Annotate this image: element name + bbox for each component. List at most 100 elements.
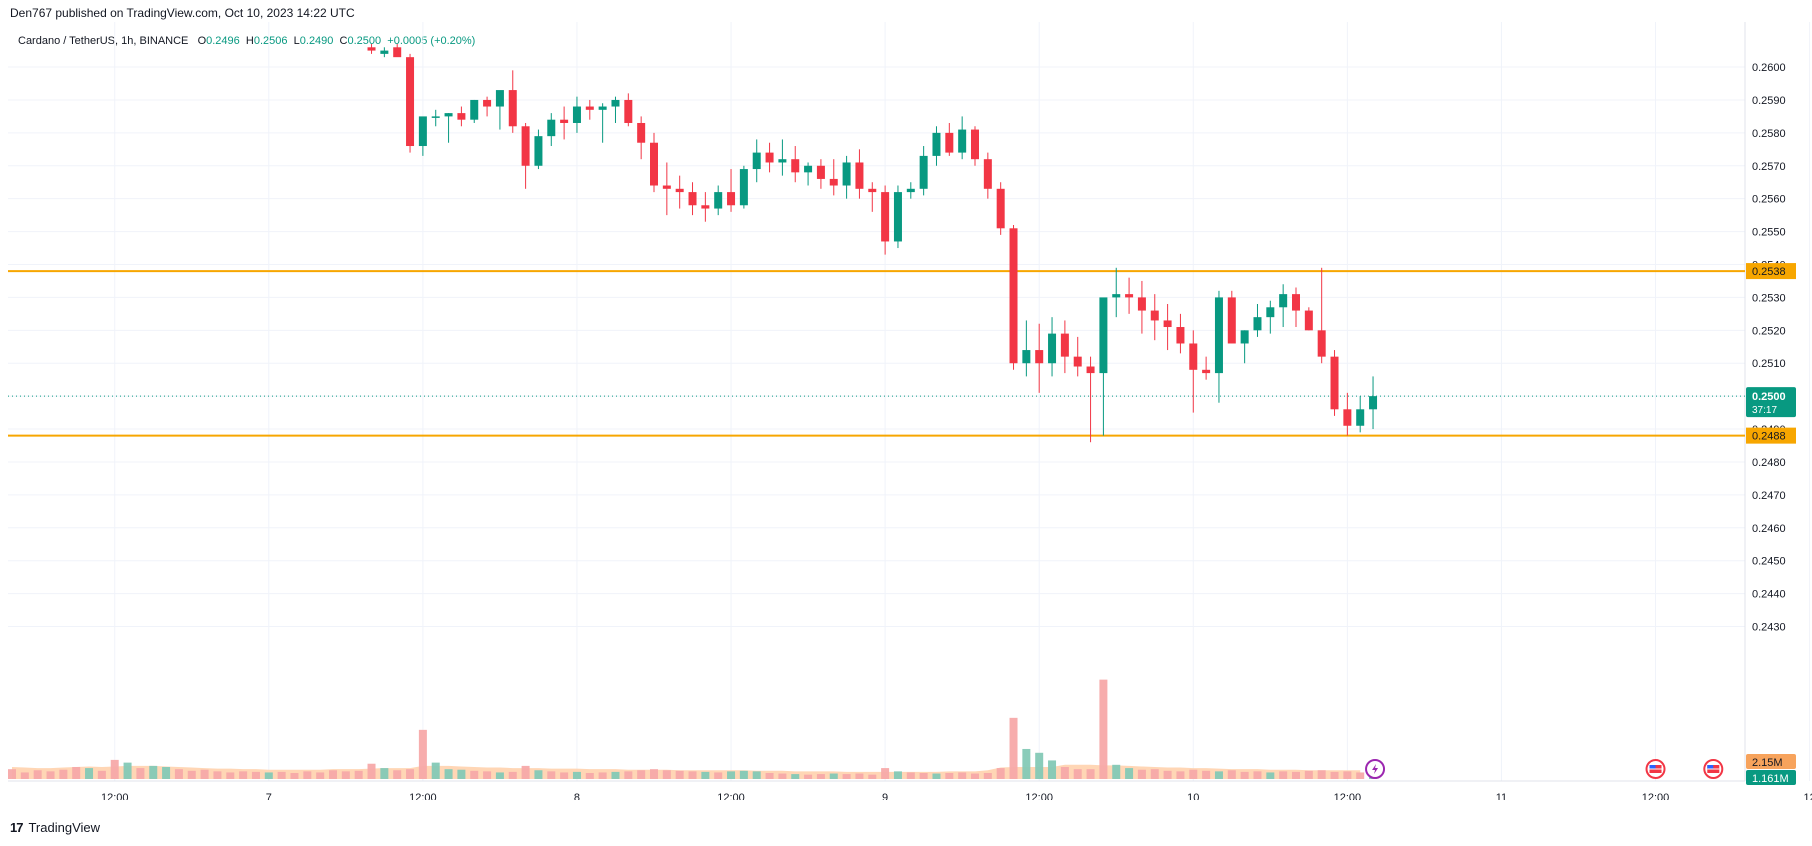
volume-bar bbox=[1137, 769, 1146, 779]
candle-body[interactable] bbox=[521, 126, 530, 166]
volume-bar bbox=[1073, 769, 1082, 779]
candle-body[interactable] bbox=[380, 50, 389, 54]
candle-body[interactable] bbox=[650, 142, 658, 186]
candle-body[interactable] bbox=[1048, 333, 1057, 364]
candle-body[interactable] bbox=[1240, 330, 1249, 344]
tradingview-logo[interactable]: 17 TradingView bbox=[10, 820, 100, 835]
candle-body[interactable] bbox=[662, 185, 671, 189]
candle-body[interactable] bbox=[1073, 356, 1082, 367]
candle-body[interactable] bbox=[1317, 330, 1326, 357]
candle-body[interactable] bbox=[572, 106, 581, 123]
volume-bar bbox=[1176, 771, 1185, 779]
symbol-title[interactable]: Cardano / TetherUS, 1h, BINANCE bbox=[18, 35, 189, 47]
candle-body[interactable] bbox=[881, 192, 890, 242]
candle-body[interactable] bbox=[1022, 350, 1031, 364]
candle-body[interactable] bbox=[418, 116, 427, 147]
candle-body[interactable] bbox=[829, 178, 838, 186]
candle-body[interactable] bbox=[367, 47, 376, 51]
candle-body[interactable] bbox=[1137, 297, 1146, 311]
volume-bar bbox=[251, 771, 260, 779]
volume-bar bbox=[1035, 752, 1044, 779]
candle-body[interactable] bbox=[983, 159, 992, 189]
candle-body[interactable] bbox=[675, 188, 684, 193]
candle-body[interactable] bbox=[1125, 294, 1134, 298]
candle-body[interactable] bbox=[1009, 228, 1018, 364]
candle-body[interactable] bbox=[1304, 310, 1313, 331]
candle-body[interactable] bbox=[1060, 333, 1069, 357]
candle-body[interactable] bbox=[406, 57, 415, 147]
candle-body[interactable] bbox=[855, 162, 864, 189]
candle-body[interactable] bbox=[495, 90, 504, 107]
candle-body[interactable] bbox=[701, 205, 710, 209]
candle-body[interactable] bbox=[945, 132, 954, 153]
candle-body[interactable] bbox=[1150, 310, 1159, 321]
candle-body[interactable] bbox=[932, 132, 941, 156]
candle-body[interactable] bbox=[816, 165, 825, 179]
candle-body[interactable] bbox=[996, 188, 1005, 229]
candle-body[interactable] bbox=[1099, 297, 1108, 374]
candle-body[interactable] bbox=[1112, 294, 1121, 298]
candle-body[interactable] bbox=[393, 47, 402, 58]
volume-bar bbox=[752, 771, 761, 779]
candle-body[interactable] bbox=[688, 192, 697, 206]
candle-body[interactable] bbox=[971, 129, 979, 160]
candle-body[interactable] bbox=[752, 152, 761, 170]
candle-body[interactable] bbox=[1214, 297, 1223, 374]
candle-body[interactable] bbox=[1176, 327, 1185, 344]
candle-body[interactable] bbox=[906, 188, 915, 193]
candle-body[interactable] bbox=[534, 136, 543, 166]
volume-bar bbox=[547, 771, 556, 779]
candle-body[interactable] bbox=[611, 99, 620, 107]
candle-body[interactable] bbox=[804, 165, 813, 173]
volume-bar bbox=[316, 772, 325, 779]
candle-body[interactable] bbox=[791, 159, 800, 173]
candle-body[interactable] bbox=[1035, 350, 1044, 364]
candle-body[interactable] bbox=[1279, 294, 1288, 308]
level-price-label: 0.2488 bbox=[1752, 431, 1786, 443]
candle-body[interactable] bbox=[624, 99, 633, 123]
candle-body[interactable] bbox=[778, 159, 787, 163]
candle-body[interactable] bbox=[1227, 297, 1236, 344]
candle-body[interactable] bbox=[444, 113, 453, 117]
price-chart[interactable]: 0.2600 0.2590 0.2580 0.2570 0.2560 0.2550 0.25… bbox=[0, 0, 1812, 800]
candle-body[interactable] bbox=[765, 152, 774, 163]
candle-body[interactable] bbox=[483, 99, 492, 107]
candle-body[interactable] bbox=[1369, 396, 1378, 410]
candle-body[interactable] bbox=[919, 155, 928, 189]
candle-body[interactable] bbox=[1292, 294, 1300, 311]
price-axis-label: 0.2480 bbox=[1752, 457, 1786, 469]
candle-body[interactable] bbox=[508, 90, 517, 127]
candle-body[interactable] bbox=[431, 116, 440, 118]
candle-body[interactable] bbox=[1356, 409, 1365, 426]
candle-body[interactable] bbox=[560, 119, 569, 123]
candle-body[interactable] bbox=[547, 119, 556, 137]
candle-body[interactable] bbox=[598, 106, 607, 110]
volume-bar bbox=[495, 772, 504, 779]
volume-bar bbox=[1240, 771, 1249, 779]
candle-body[interactable] bbox=[1189, 343, 1198, 370]
candle-body[interactable] bbox=[739, 169, 748, 206]
candle-body[interactable] bbox=[1086, 366, 1095, 374]
candle-body[interactable] bbox=[893, 192, 902, 242]
candle-body[interactable] bbox=[457, 113, 466, 120]
candle-body[interactable] bbox=[470, 99, 479, 120]
candle-body[interactable] bbox=[727, 192, 736, 206]
candle-body[interactable] bbox=[637, 122, 646, 143]
candle-body[interactable] bbox=[842, 162, 851, 186]
candle-body[interactable] bbox=[1202, 369, 1211, 374]
candle-body[interactable] bbox=[1253, 317, 1262, 331]
candle-body[interactable] bbox=[714, 192, 723, 209]
candle-body[interactable] bbox=[1163, 320, 1172, 328]
volume-bar bbox=[701, 771, 710, 779]
candle-body[interactable] bbox=[1330, 356, 1339, 410]
candle-body[interactable] bbox=[1343, 409, 1352, 426]
candle-body[interactable] bbox=[868, 188, 877, 193]
candle-body[interactable] bbox=[958, 129, 967, 153]
volume-bar bbox=[46, 771, 55, 779]
candle-body[interactable] bbox=[585, 106, 594, 110]
volume-bar bbox=[1253, 771, 1262, 779]
volume-bar bbox=[855, 773, 864, 779]
price-axis-label: 0.2590 bbox=[1752, 95, 1786, 107]
candle-body[interactable] bbox=[1266, 307, 1275, 318]
volume-bar bbox=[945, 772, 954, 779]
